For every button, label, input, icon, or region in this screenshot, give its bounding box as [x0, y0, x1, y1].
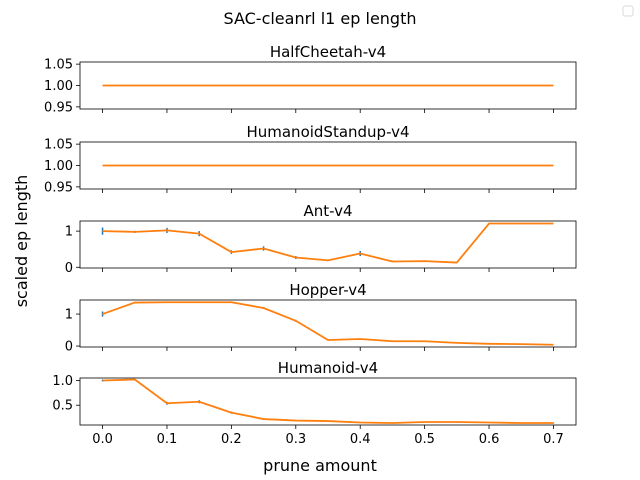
subplot-title: Ant-v4: [303, 202, 352, 220]
x-tick-label: 0.4: [350, 432, 371, 447]
y-tick-label: 1.0: [52, 374, 73, 389]
subplot-title: Hopper-v4: [289, 281, 366, 299]
axes-frame: [79, 141, 577, 190]
legend-box: [622, 5, 634, 17]
x-tick-label: 0.5: [414, 432, 435, 447]
y-tick-label: 1.05: [44, 58, 73, 73]
y-tick-label: 0.5: [52, 399, 73, 414]
axes-frame: [79, 377, 577, 426]
figure-suptitle: SAC-cleanrl l1 ep length: [224, 9, 417, 28]
series-line: [102, 378, 554, 424]
y-tick-label: 0: [65, 340, 73, 355]
subplot-title: HumanoidStandup-v4: [246, 123, 409, 141]
series-line: [102, 301, 554, 346]
axes-frame: [79, 61, 577, 110]
subplots: HalfCheetah-v40.951.001.05HumanoidStandu…: [44, 43, 577, 447]
subplot-0: HalfCheetah-v4 0.95 1.00 1.05: [44, 43, 577, 115]
subplot-title: HalfCheetah-v4: [270, 43, 386, 61]
y-tick-label: 1.00: [44, 159, 73, 174]
x-tick-label: 0.6: [479, 432, 500, 447]
y-tick-label: 0: [65, 261, 73, 276]
x-tick-label: 0.7: [543, 432, 564, 447]
figure-ylabel: scaled ep length: [12, 175, 31, 308]
series-line: [102, 222, 554, 264]
figure-xlabel: prune amount: [263, 456, 377, 475]
y-tick-label: 1.00: [44, 79, 73, 94]
subplot-2: Ant-v4 0 1: [65, 202, 577, 276]
axes-frame: [79, 299, 577, 348]
x-tick-label: 0.1: [157, 432, 178, 447]
axes-frame: [79, 220, 577, 269]
subplot-1: HumanoidStandup-v4 0.95 1.00 1.05: [44, 123, 577, 195]
subplot-4: Humanoid-v4 0.5 1.0 0.0 0.1 0.2 0.3 0.4 0.5 0.6 0.…: [52, 359, 577, 447]
y-tick-label: 0.95: [44, 100, 73, 115]
x-tick-label: 0.3: [285, 432, 306, 447]
x-tick-label: 0.0: [92, 432, 113, 447]
y-tick-label: 1.05: [44, 138, 73, 153]
subplot-title: Humanoid-v4: [278, 359, 378, 377]
y-tick-label: 1: [65, 225, 73, 240]
y-tick-label: 0.95: [44, 180, 73, 195]
x-tick-label: 0.2: [221, 432, 242, 447]
y-tick-label: 1: [65, 308, 73, 323]
subplot-3: Hopper-v4 0 1: [65, 281, 577, 355]
